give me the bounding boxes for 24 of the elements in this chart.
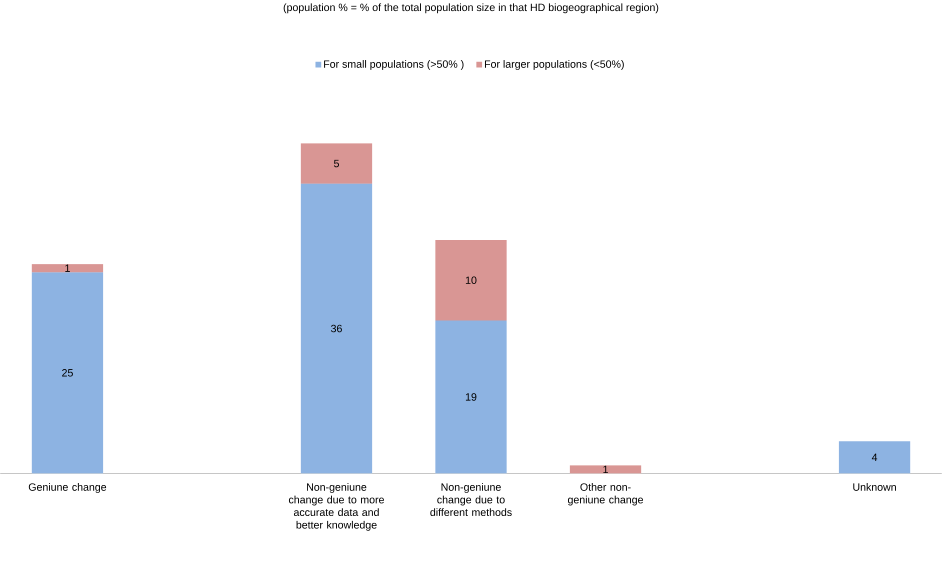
x-tick-label: Unknown — [853, 483, 896, 491]
bar — [32, 272, 104, 474]
bar — [838, 441, 910, 474]
data-label: 25 — [62, 369, 73, 377]
data-label: 19 — [466, 393, 476, 401]
data-label: 1 — [603, 466, 608, 474]
bar — [435, 320, 507, 474]
x-tick-label: Geniune change — [28, 483, 106, 494]
legend-label: For small populations (>50% ) — [324, 60, 464, 70]
chart-title: (population % = % of the total population size in that HD biogeographical region) — [284, 3, 658, 14]
data-label: 5 — [334, 160, 339, 168]
bar — [300, 144, 372, 184]
x-tick-label: Non-geniune change due to different methods — [430, 483, 512, 516]
data-label: 4 — [872, 454, 878, 462]
data-label: 1 — [65, 264, 70, 272]
bar — [435, 240, 507, 321]
legend-label: For larger populations (<50%) — [484, 60, 624, 70]
data-label: 10 — [466, 276, 476, 284]
bar — [570, 465, 642, 474]
x-tick-label: Non-geniune change due to more accurate data and better knowledge — [288, 483, 384, 531]
bar — [300, 184, 372, 474]
bar — [32, 264, 104, 272]
data-label: 36 — [330, 324, 342, 332]
x-tick-label: Other non-geniune change — [568, 483, 644, 506]
